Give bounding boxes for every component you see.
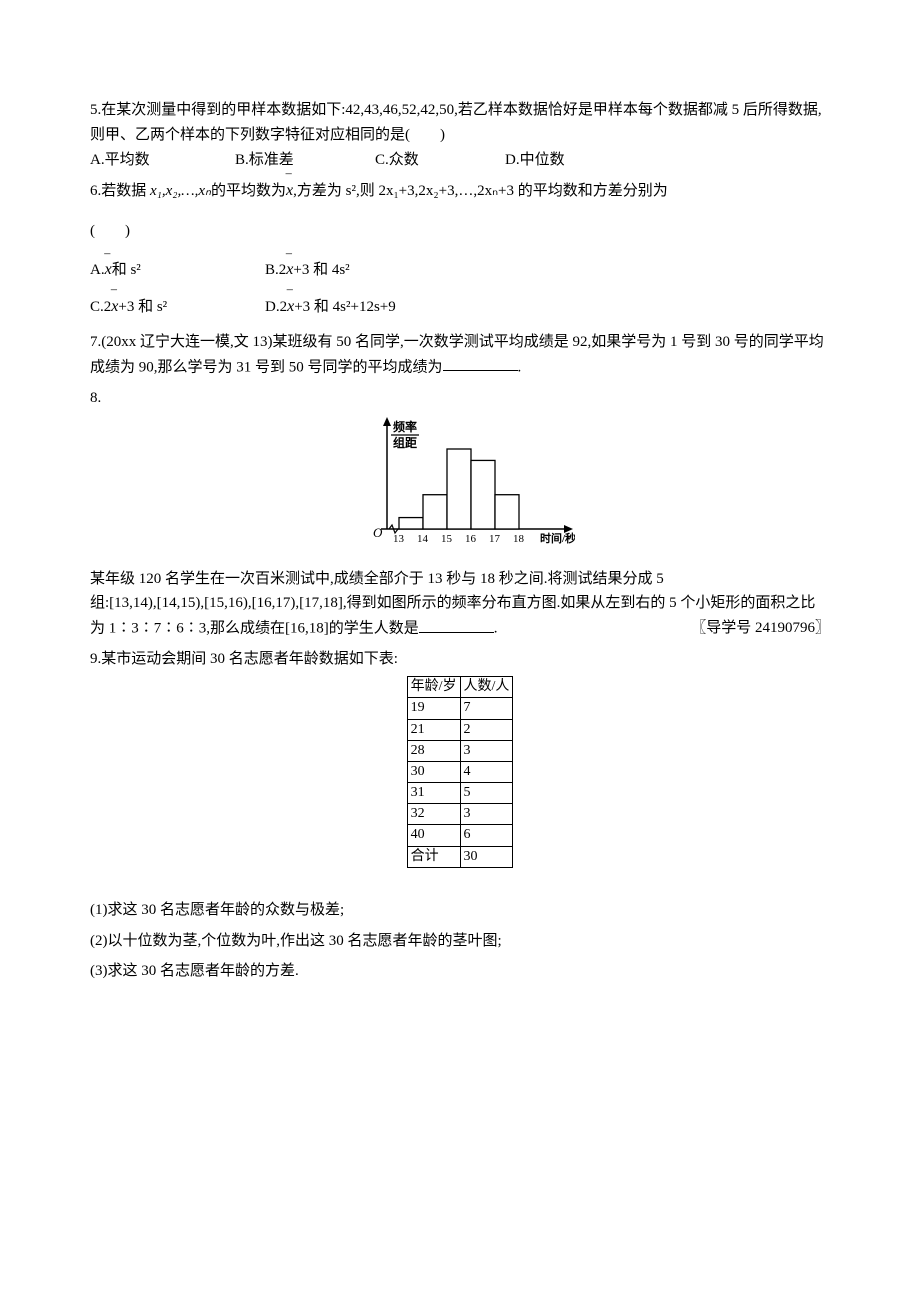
q5-options: A.平均数 B.标准差 C.众数 D.中位数	[90, 148, 830, 173]
table-header-cell: 年龄/岁	[407, 677, 460, 698]
table-cell: 30	[407, 761, 460, 782]
svg-text:组距: 组距	[393, 435, 417, 450]
histogram-svg: 频率组距 O 13 14 15 16 17 18 时间/秒	[345, 417, 575, 552]
xbar-icon	[287, 294, 294, 320]
svg-text:17: 17	[489, 533, 501, 545]
q9-stem: 9.某市运动会期间 30 名志愿者年龄数据如下表:	[90, 647, 830, 672]
table-row: 合计30	[407, 846, 513, 867]
table-row: 315	[407, 783, 513, 804]
q6a-suf: 和 s²	[112, 262, 141, 278]
xbar-icon	[105, 257, 112, 283]
q5-stem: 5.在某次测量中得到的甲样本数据如下:42,43,46,52,42,50,若乙样…	[90, 98, 830, 148]
q6a-pre: A.	[90, 262, 105, 278]
q5-opt-a: A.平均数	[90, 148, 235, 173]
q6d-suf: +3 和 4s²+12s+9	[294, 299, 396, 315]
q7-stem: 7.(20xx 辽宁大连一模,文 13)某班级有 50 名同学,一次数学测试平均…	[90, 330, 830, 380]
q5-opt-d: D.中位数	[505, 148, 635, 173]
table-cell: 7	[460, 698, 513, 719]
q9-sub2: (2)以十位数为茎,个位数为叶,作出这 30 名志愿者年龄的茎叶图;	[90, 929, 830, 954]
table-cell: 合计	[407, 846, 460, 867]
q9-subquestions: (1)求这 30 名志愿者年龄的众数与极差; (2)以十位数为茎,个位数为叶,作…	[90, 898, 830, 984]
table-cell: 32	[407, 804, 460, 825]
table-row: 304	[407, 761, 513, 782]
table-cell: 2	[460, 719, 513, 740]
blank-field	[443, 355, 518, 372]
q6-opt-c: C.2 +3 和 s²	[90, 294, 265, 320]
table-cell: 5	[460, 783, 513, 804]
xbar-icon	[286, 257, 293, 283]
q6-mid2: ,方差为 s²,则 2x₁+3,2x₂+3,…,2xₙ+3 的平均数和方差分别为	[293, 183, 668, 199]
q6-opts-row2: C.2 +3 和 s² D.2 +3 和 4s²+12s+9	[90, 294, 830, 320]
q6d-pre: D.2	[265, 299, 287, 315]
q6-opt-d: D.2 +3 和 4s²+12s+9	[265, 294, 465, 320]
table-row: 406	[407, 825, 513, 846]
svg-text:频率: 频率	[393, 419, 417, 434]
svg-text:18: 18	[513, 533, 525, 545]
q6b-pre: B.2	[265, 262, 286, 278]
q8-text: 某年级 120 名学生在一次百米测试中,成绩全部介于 13 秒与 18 秒之间.…	[90, 567, 830, 642]
table-row: 283	[407, 740, 513, 761]
q6b-suf: +3 和 4s²	[293, 262, 349, 278]
table-cell: 40	[407, 825, 460, 846]
table-cell: 6	[460, 825, 513, 846]
reference-number: 〖导学号 24190796〗	[691, 616, 830, 641]
q6-opt-b: B.2 +3 和 4s²	[265, 257, 465, 283]
table-row: 197	[407, 698, 513, 719]
q9-sub1: (1)求这 30 名志愿者年龄的众数与极差;	[90, 898, 830, 923]
xbar-icon	[286, 178, 293, 204]
table-cell: 19	[407, 698, 460, 719]
q9-sub3: (3)求这 30 名志愿者年龄的方差.	[90, 959, 830, 984]
q6-mid1: 的平均数为	[211, 183, 286, 199]
q7-suf: .	[518, 359, 522, 375]
q6-opt-a: A. 和 s²	[90, 257, 265, 283]
xbar-icon	[111, 294, 118, 320]
table-cell: 21	[407, 719, 460, 740]
q6c-pre: C.2	[90, 299, 111, 315]
q5-opt-c: C.众数	[375, 148, 505, 173]
table-cell: 31	[407, 783, 460, 804]
svg-text:14: 14	[417, 533, 429, 545]
histogram-chart: 频率组距 O 13 14 15 16 17 18 时间/秒	[90, 417, 830, 561]
table-cell: 3	[460, 804, 513, 825]
q6-opts-row1: A. 和 s² B.2 +3 和 4s²	[90, 257, 830, 283]
table-cell: 28	[407, 740, 460, 761]
table-header-cell: 人数/人	[460, 677, 513, 698]
q6-stem: 6.若数据 x₁,x₂,…,xₙ的平均数为 ,方差为 s²,则 2x₁+3,2x₂…	[90, 178, 830, 204]
q6-seq: x₁,x₂,…,xₙ	[150, 183, 211, 199]
table-cell: 30	[460, 846, 513, 867]
svg-text:16: 16	[465, 533, 477, 545]
q8-num: 8.	[90, 386, 830, 411]
svg-text:13: 13	[393, 533, 405, 545]
q5-opt-b: B.标准差	[235, 148, 375, 173]
svg-text:O: O	[373, 525, 383, 540]
table-row: 323	[407, 804, 513, 825]
table-cell: 4	[460, 761, 513, 782]
blank-field	[419, 616, 494, 633]
q6-pre: 6.若数据	[90, 183, 150, 199]
age-table: 年龄/岁人数/人197212283304315323406合计30	[407, 676, 514, 868]
svg-text:15: 15	[441, 533, 453, 545]
q6-paren: ( )	[90, 219, 830, 244]
q8-line1: 某年级 120 名学生在一次百米测试中,成绩全部介于 13 秒与 18 秒之间.…	[90, 567, 830, 592]
svg-text:时间/秒: 时间/秒	[540, 531, 575, 545]
table-cell: 3	[460, 740, 513, 761]
q8-line2-suf: .	[494, 621, 498, 637]
q6c-suf: +3 和 s²	[118, 299, 167, 315]
table-row: 212	[407, 719, 513, 740]
